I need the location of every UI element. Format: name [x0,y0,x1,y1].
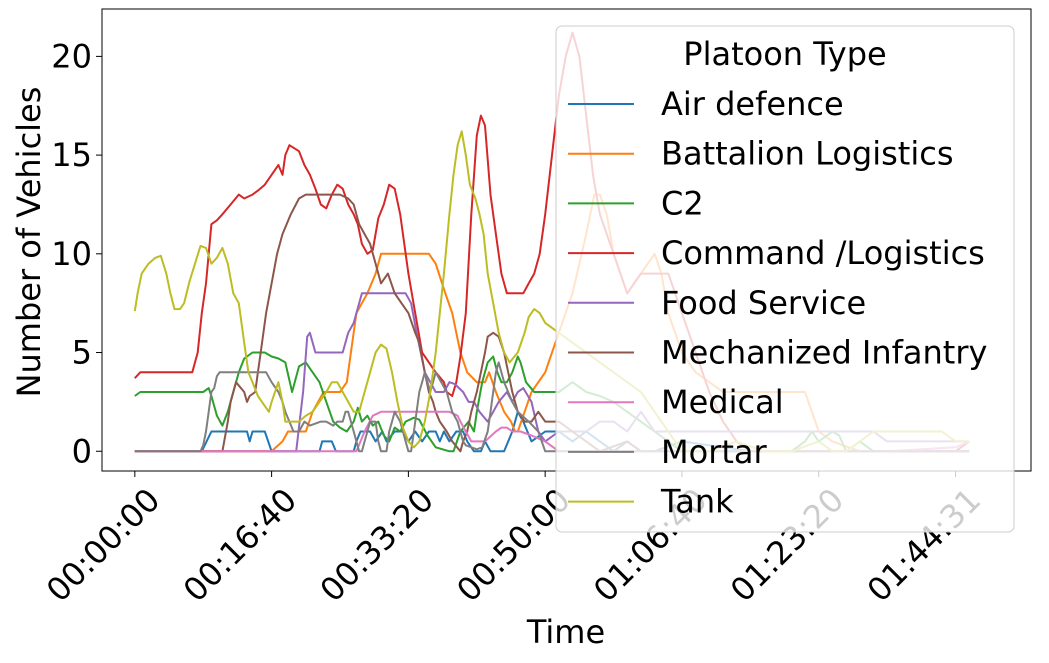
legend-label-6: Medical [661,383,784,421]
legend-title: Platoon Type [683,35,886,73]
x-axis-label: Time [526,613,605,651]
legend-label-1: Battalion Logistics [661,135,954,173]
legend-label-8: Tank [660,483,734,521]
legend-entries: Air defence Battalion Logistics C2 Command … [568,85,987,521]
y-axis-label: Number of Vehicles [10,87,48,398]
legend-box [555,25,1015,533]
y-axis: 0 5 10 15 20 [51,37,102,470]
legend-label-4: Food Service [661,284,866,322]
legend: Platoon Type Air defence Battalion Logist… [555,25,1015,533]
legend-label-2: C2 [661,184,704,222]
legend-label-5: Mechanized Infantry [661,334,987,372]
y-tick-label-2: 10 [51,235,92,273]
y-tick-label-0: 0 [72,432,92,470]
y-tick-label-1: 5 [72,334,92,372]
legend-label-0: Air defence [661,85,844,123]
legend-label-7: Mortar [661,433,768,471]
y-tick-label-4: 20 [51,37,92,75]
y-tick-label-3: 15 [51,136,92,174]
legend-label-3: Command /Logistics [661,234,985,272]
